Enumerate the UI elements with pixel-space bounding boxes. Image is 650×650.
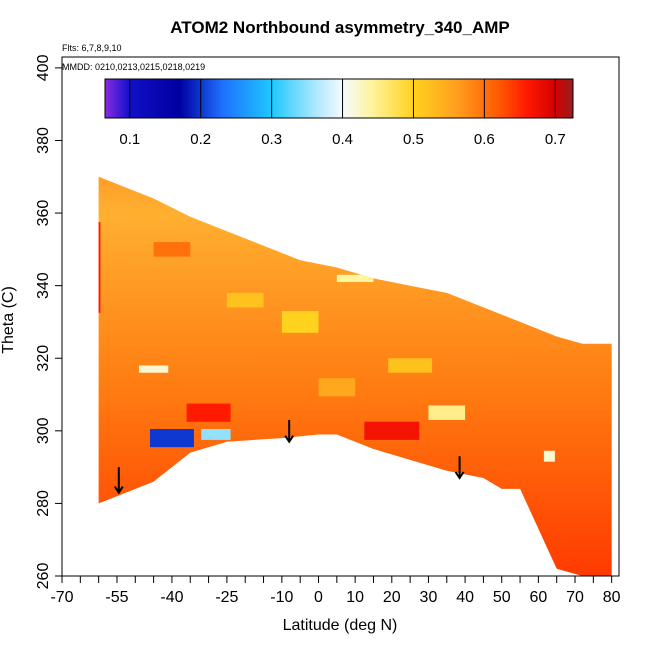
colorbar-tick-label: 0.5 (403, 131, 424, 148)
colorbar-tick-label: 0.3 (261, 131, 282, 148)
y-tick-label: 340 (35, 272, 52, 299)
flights-note: Flts: 6,7,8,9,10 (62, 43, 122, 53)
arrow-layer (113, 419, 465, 495)
heatmap-cell (364, 421, 420, 440)
x-tick-label: 70 (566, 589, 584, 606)
x-tick-label: -25 (215, 589, 238, 606)
colorbar-tick-label: 0.1 (119, 131, 140, 148)
y-tick-label: 280 (35, 490, 52, 517)
heatmap-cell (226, 292, 264, 308)
colorbar-tick-label: 0.7 (545, 131, 566, 148)
arrow-marker (284, 419, 295, 444)
heatmap-cell (98, 456, 99, 479)
heatmap-cell (98, 222, 101, 313)
y-tick-label: 380 (35, 127, 52, 154)
x-tick-label: 30 (420, 589, 438, 606)
x-tick-label: -55 (105, 589, 128, 606)
x-axis-label: Latitude (deg N) (283, 617, 398, 634)
x-tick-label: -10 (270, 589, 293, 606)
colorbar-tick-label: 0.2 (190, 131, 211, 148)
heatmap-cell (149, 429, 194, 448)
heatmap-cell (281, 311, 319, 333)
x-tick-label: -40 (160, 589, 183, 606)
colorbar-tick-label: 0.6 (474, 131, 495, 148)
y-axis-label: Theta (C) (0, 286, 17, 354)
arrow-marker (454, 456, 465, 480)
x-tick-label: 10 (346, 589, 364, 606)
x-tick-label: 20 (383, 589, 401, 606)
x-tick-label: 60 (529, 589, 547, 606)
x-axis: -70 -55 -40 -25 -10 0 10 20 30 40 50 60 70 80 (50, 576, 621, 606)
y-tick-label: 360 (35, 200, 52, 227)
colorbar-tick-label: 0.4 (332, 131, 353, 148)
dates-note: MMDD: 0210,0213,0215,0218,0219 (62, 62, 205, 72)
heatmap-cell (543, 450, 555, 462)
heatmap-cell (318, 378, 356, 397)
heatmap-cell (336, 274, 374, 283)
y-tick-label: 300 (35, 417, 52, 444)
x-tick-label: -70 (50, 589, 73, 606)
heatmap-cell (428, 405, 466, 420)
y-tick-label: 260 (35, 563, 52, 590)
heatmap-cell (388, 358, 433, 373)
arrow-marker (113, 467, 124, 495)
y-tick-label: 400 (35, 54, 52, 81)
heatmap-cell (138, 365, 169, 373)
y-tick-label: 320 (35, 345, 52, 372)
colorbar: 0.1 0.2 0.3 0.4 0.5 0.6 0.7 (104, 78, 574, 148)
x-tick-label: 40 (456, 589, 474, 606)
y-axis: 260 280 300 320 340 360 380 400 (35, 54, 62, 589)
chart-title: ATOM2 Northbound asymmetry_340_AMP (170, 18, 509, 37)
heatmap-cell (201, 429, 231, 440)
colorbar-gradient (104, 78, 574, 119)
heatmap-cell (186, 403, 231, 422)
heatmap-cell (153, 242, 191, 257)
x-tick-label: 0 (314, 589, 323, 606)
plot-frame (61, 56, 620, 577)
x-tick-label: 80 (603, 589, 621, 606)
x-tick-label: 50 (493, 589, 511, 606)
